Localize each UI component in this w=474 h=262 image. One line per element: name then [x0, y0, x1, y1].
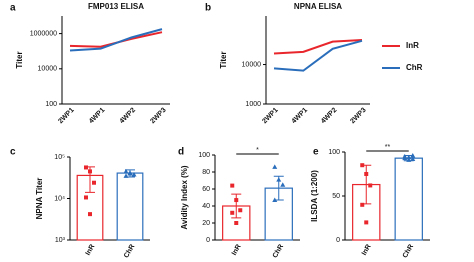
data-point [364, 220, 369, 225]
x-tick-label: ChR [123, 243, 136, 259]
x-tick-label: InR [231, 243, 243, 256]
x-tick-label: 4WP1 [88, 107, 107, 126]
y-tick-label: 100 [45, 101, 57, 108]
panel-letter: d [178, 147, 184, 158]
data-point [127, 170, 133, 175]
x-tick-label: 4WP1 [291, 107, 310, 126]
panel-letter: c [10, 147, 16, 158]
x-tick-label: 2WP3 [349, 107, 368, 126]
bar [394, 157, 423, 241]
data-point [234, 198, 239, 203]
panel-letter: b [205, 3, 211, 14]
x-tick-label: 4WP2 [320, 107, 339, 126]
significance-label: ** [385, 144, 391, 151]
y-tick-label: 40 [202, 203, 210, 210]
y-axis-label: ILSDA (1:200) [310, 170, 319, 222]
significance-label: * [256, 147, 259, 154]
y-axis-label: NPNA Titer [35, 178, 44, 220]
data-point [272, 197, 278, 203]
y-tick-label: 10⁴ [54, 195, 65, 202]
x-tick-label: 2WP3 [149, 107, 168, 126]
data-point [238, 208, 243, 213]
y-tick-label: 80 [202, 169, 210, 176]
data-point [280, 182, 286, 187]
series-line [273, 39, 363, 72]
y-tick-label: 60 [202, 186, 210, 193]
data-point [406, 154, 412, 160]
y-tick-label: 0 [206, 237, 210, 244]
legend-label: InR [406, 41, 419, 50]
y-tick-label: 10³ [55, 237, 66, 244]
y-axis-label: Titer [15, 51, 24, 68]
data-point [88, 169, 92, 174]
data-point [360, 163, 365, 168]
y-axis-label: Avidity Index (%) [180, 165, 189, 229]
data-point [230, 210, 235, 215]
y-tick-label: 10⁵ [54, 154, 65, 161]
data-point [410, 153, 416, 158]
x-tick-label: 2WP1 [261, 107, 280, 126]
data-point [410, 156, 416, 162]
data-point [131, 171, 137, 177]
data-point [364, 172, 369, 176]
x-tick-label: ChR [402, 243, 415, 259]
y-tick-label: 10000 [38, 66, 58, 73]
x-tick-label: 2WP1 [57, 107, 76, 126]
bar [116, 172, 144, 241]
bar [76, 174, 104, 241]
series-line [273, 38, 363, 55]
data-point [92, 180, 96, 185]
y-tick-label: 50 [332, 193, 340, 200]
panel-letter: a [10, 3, 16, 14]
data-point [84, 195, 88, 200]
x-tick-label: 4WP2 [119, 107, 138, 126]
data-point [360, 202, 365, 207]
y-tick-label: 1000 [245, 101, 261, 108]
chart-title: NPNA ELISA [294, 2, 342, 11]
data-point [276, 177, 282, 182]
x-tick-label: InR [85, 243, 97, 256]
chart-title: FMP013 ELISA [88, 2, 144, 11]
data-point [84, 165, 88, 170]
x-tick-label: ChR [272, 243, 285, 259]
x-tick-label: InR [361, 243, 373, 256]
y-axis-label: Titer [219, 51, 228, 68]
data-point [234, 221, 239, 225]
legend-label: ChR [406, 63, 423, 72]
data-point [406, 157, 412, 162]
series-line [69, 31, 163, 48]
y-tick-label: 10000 [242, 61, 262, 68]
data-point [230, 183, 235, 188]
data-point [368, 183, 373, 188]
data-point [123, 168, 129, 174]
y-tick-label: 0 [336, 237, 340, 244]
y-tick-label: 100 [328, 149, 340, 156]
y-tick-label: 100 [198, 152, 210, 159]
y-tick-label: 1000000 [30, 30, 57, 37]
data-point [123, 173, 129, 178]
series-line [69, 28, 163, 52]
data-point [88, 212, 92, 217]
data-point [272, 164, 278, 169]
data-point [402, 155, 408, 161]
y-tick-label: 20 [202, 220, 210, 227]
panel-letter: e [313, 147, 319, 158]
